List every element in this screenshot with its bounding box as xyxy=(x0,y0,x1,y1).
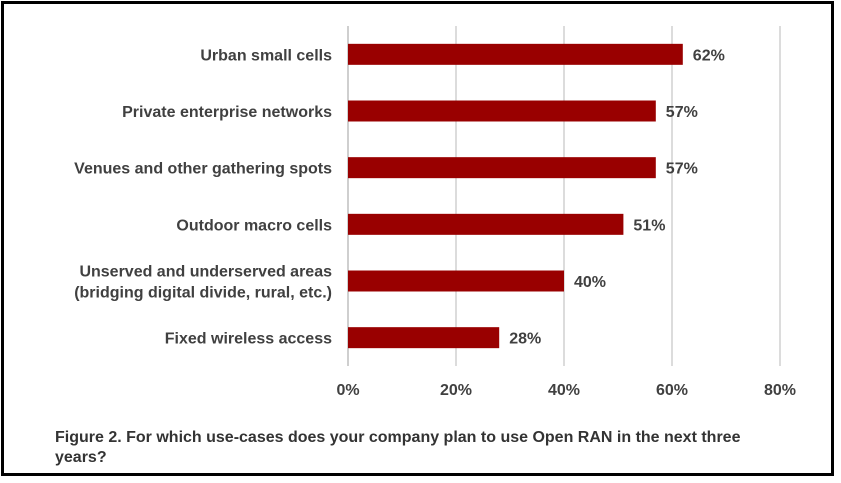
x-tick-label: 60% xyxy=(656,382,688,399)
bar xyxy=(348,100,656,122)
value-label: 40% xyxy=(574,274,606,291)
gridlines xyxy=(347,26,781,366)
category-label: Urban small cells xyxy=(200,47,332,64)
value-label: 57% xyxy=(666,161,698,178)
figure-frame xyxy=(1,1,834,476)
value-labels: 62% 57% 57% 51% 40% 28% xyxy=(509,47,725,347)
bar xyxy=(348,327,500,349)
figure-caption: Figure 2. For which use-cases does your … xyxy=(55,429,741,466)
x-tick-label: 80% xyxy=(764,382,796,399)
category-label: Venues and other gathering spots xyxy=(74,161,332,178)
category-label: Outdoor macro cells xyxy=(176,217,332,234)
x-tick-label: 40% xyxy=(548,382,580,399)
category-labels: Urban small cells Private enterprise netw… xyxy=(74,47,332,347)
value-label: 28% xyxy=(509,331,541,348)
value-label: 51% xyxy=(633,217,665,234)
bar xyxy=(348,213,624,235)
x-tick-label: 20% xyxy=(440,382,472,399)
category-label: Fixed wireless access xyxy=(165,331,332,348)
category-label: Unserved and underserved areas xyxy=(79,264,332,281)
bar-chart: Urban small cells Private enterprise netw… xyxy=(74,26,796,399)
category-label: (bridging digital divide, rural, etc.) xyxy=(74,285,332,302)
bars xyxy=(348,43,683,349)
bar xyxy=(348,157,656,179)
value-label: 57% xyxy=(666,104,698,121)
bar xyxy=(348,43,683,65)
value-label: 62% xyxy=(693,47,725,64)
x-tick-label: 0% xyxy=(336,382,359,399)
x-axis-ticks: 0% 20% 40% 60% 80% xyxy=(336,382,796,399)
bar xyxy=(348,270,564,292)
category-label: Private enterprise networks xyxy=(122,104,332,121)
